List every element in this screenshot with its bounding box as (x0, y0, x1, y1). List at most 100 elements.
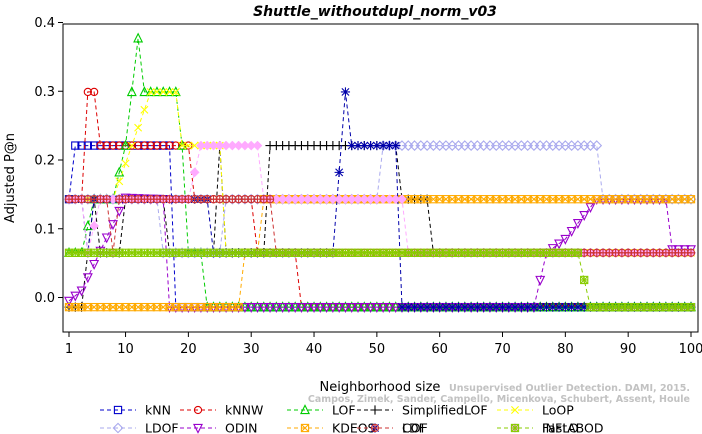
data-point (535, 302, 545, 312)
data-point (397, 194, 407, 205)
data-point (296, 302, 307, 313)
data-point (271, 302, 282, 313)
series-line (69, 252, 691, 308)
legend-item-LoOP: LoOP (497, 403, 574, 418)
data-point (579, 302, 589, 312)
data-point (497, 302, 508, 312)
data-point (365, 140, 376, 151)
data-point (397, 302, 407, 312)
data-point (102, 141, 111, 150)
legend-item-LDOF: LDOF (100, 421, 179, 434)
data-point (152, 87, 161, 96)
data-point (89, 259, 100, 270)
data-point (485, 302, 495, 312)
data-point (453, 302, 464, 312)
data-point (234, 302, 243, 312)
data-point (686, 302, 696, 312)
legend-label: COF (402, 421, 428, 434)
data-point (548, 302, 558, 312)
data-point (252, 140, 263, 151)
series-line (68, 145, 691, 308)
data-point (591, 140, 603, 151)
legend-label: LoOP (542, 403, 574, 418)
data-point (265, 302, 276, 313)
data-point (334, 167, 344, 177)
data-point (102, 195, 111, 204)
data-point (189, 167, 200, 178)
data-point (114, 166, 125, 177)
y-tick-label: 0.2 (34, 154, 55, 169)
data-point (428, 302, 439, 312)
data-point (535, 275, 546, 286)
data-point (365, 302, 376, 313)
data-point (391, 140, 401, 151)
legend: kNN kNNW LOF SimplifiedLOF LoOP LDOF ODIN KDEOS… (100, 403, 604, 434)
data-point (190, 141, 199, 150)
data-point (82, 273, 93, 284)
data-point (159, 141, 168, 150)
data-point (140, 141, 149, 150)
legend-label: ODIN (225, 421, 258, 434)
data-point (572, 218, 583, 229)
data-point (441, 302, 451, 312)
legend-item-INFLO: INFLO (497, 421, 579, 434)
data-point (560, 302, 570, 312)
data-point (101, 233, 112, 244)
x-axis: 1 10 20 30 40 50 60 70 80 90 100 (65, 332, 702, 357)
data-point (139, 86, 150, 97)
data-point (258, 302, 269, 313)
x-tick-label: 90 (620, 342, 637, 357)
legend-label: kNN (145, 403, 171, 418)
legend-label: kNNW (225, 403, 263, 418)
data-point (146, 141, 155, 150)
series-line (69, 91, 691, 254)
data-point (327, 302, 338, 313)
data-point (114, 206, 125, 217)
legend-item-LOF: LOF (287, 403, 356, 418)
data-point (579, 210, 590, 221)
plot-area (62, 23, 699, 333)
data-point (133, 32, 144, 43)
data-point (554, 239, 565, 250)
legend-marker (113, 405, 123, 415)
series-line (69, 145, 691, 308)
data-point (510, 302, 520, 312)
data-point (384, 302, 395, 313)
data-point (435, 302, 445, 312)
data-point (252, 302, 263, 313)
data-point (384, 140, 395, 151)
data-point (159, 87, 168, 96)
data-point (246, 302, 257, 313)
data-point (107, 220, 118, 231)
data-point (347, 140, 357, 151)
data-point (334, 302, 345, 313)
data-point (165, 141, 174, 150)
data-point (89, 221, 100, 231)
data-point (378, 302, 389, 313)
x-tick-label: 100 (679, 342, 702, 357)
legend-marker (193, 423, 203, 434)
data-point (71, 141, 80, 150)
data-point (340, 87, 351, 97)
data-point (353, 302, 364, 313)
data-point (178, 141, 187, 150)
x-tick-label: 20 (180, 342, 197, 357)
data-point (115, 177, 124, 186)
data-point (302, 302, 313, 313)
y-tick-label: 0.0 (34, 291, 55, 306)
y-tick-label: 0.4 (34, 16, 55, 31)
data-point (403, 302, 413, 312)
data-point (566, 226, 577, 237)
data-point (83, 87, 92, 97)
data-point (265, 195, 275, 204)
data-point (686, 248, 696, 257)
watermark-line-1: Unsupervised Outlier Detection. DAMI, 20… (449, 383, 690, 394)
data-point (359, 302, 370, 313)
data-point (416, 302, 426, 312)
y-tick-label: 0.1 (34, 222, 55, 237)
data-point (466, 302, 476, 312)
data-point (152, 141, 162, 150)
y-axis-label: Adjusted P@n (3, 133, 18, 223)
legend-marker (300, 404, 310, 415)
